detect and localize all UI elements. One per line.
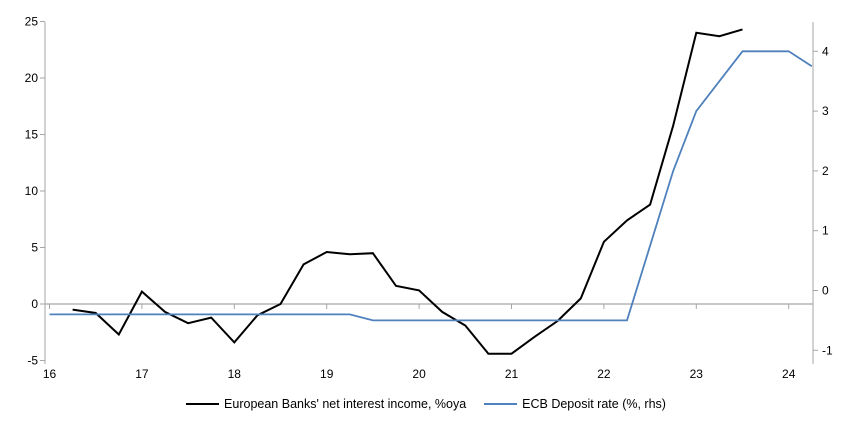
- legend-item-deposit-rate: ECB Deposit rate (%, rhs): [484, 397, 666, 411]
- right-axis-tick-label: -1: [822, 343, 833, 357]
- x-tick-label: 16: [43, 367, 57, 381]
- left-axis-tick-label: 25: [25, 15, 39, 29]
- left-axis-tick-label: 0: [31, 297, 38, 311]
- right-axis-tick-label: 3: [822, 104, 829, 118]
- x-tick-label: 22: [597, 367, 611, 381]
- left-axis-tick-label: -5: [27, 354, 38, 368]
- right-axis-tick-label: 0: [822, 284, 829, 298]
- left-axis-tick-label: 5: [31, 241, 38, 255]
- nii-series-line: [72, 28, 743, 355]
- x-tick-label: 20: [412, 367, 426, 381]
- legend-item-net-interest-income: European Banks' net interest income, %oy…: [186, 397, 466, 411]
- x-axis: 16 17 18 19 20 21 22 23 24: [43, 304, 796, 381]
- deposit-rate-legend-label: ECB Deposit rate (%, rhs): [522, 397, 666, 411]
- nii-line-swatch-icon: [186, 403, 220, 405]
- right-axis-tick-label: 4: [822, 44, 829, 58]
- left-axis-tick-label: 10: [25, 184, 39, 198]
- left-axis: 25 20 15 10 5 0 -5: [25, 15, 46, 368]
- nii-legend-label: European Banks' net interest income, %oy…: [224, 397, 467, 411]
- x-tick-label: 24: [782, 367, 796, 381]
- x-tick-label: 21: [505, 367, 519, 381]
- deposit-rate-series-line: [49, 50, 813, 322]
- x-tick-label: 19: [320, 367, 334, 381]
- chart-legend: European Banks' net interest income, %oy…: [0, 394, 852, 414]
- deposit-rate-line-swatch-icon: [484, 403, 518, 405]
- left-axis-tick-label: 15: [25, 128, 39, 142]
- right-axis-tick-label: 2: [822, 164, 829, 178]
- right-axis-tick-label: 1: [822, 224, 829, 238]
- left-axis-tick-label: 20: [25, 71, 39, 85]
- x-tick-label: 17: [135, 367, 149, 381]
- right-axis: 4 3 2 1 0 -1: [812, 22, 833, 364]
- x-tick-label: 23: [690, 367, 704, 381]
- x-tick-label: 18: [228, 367, 242, 381]
